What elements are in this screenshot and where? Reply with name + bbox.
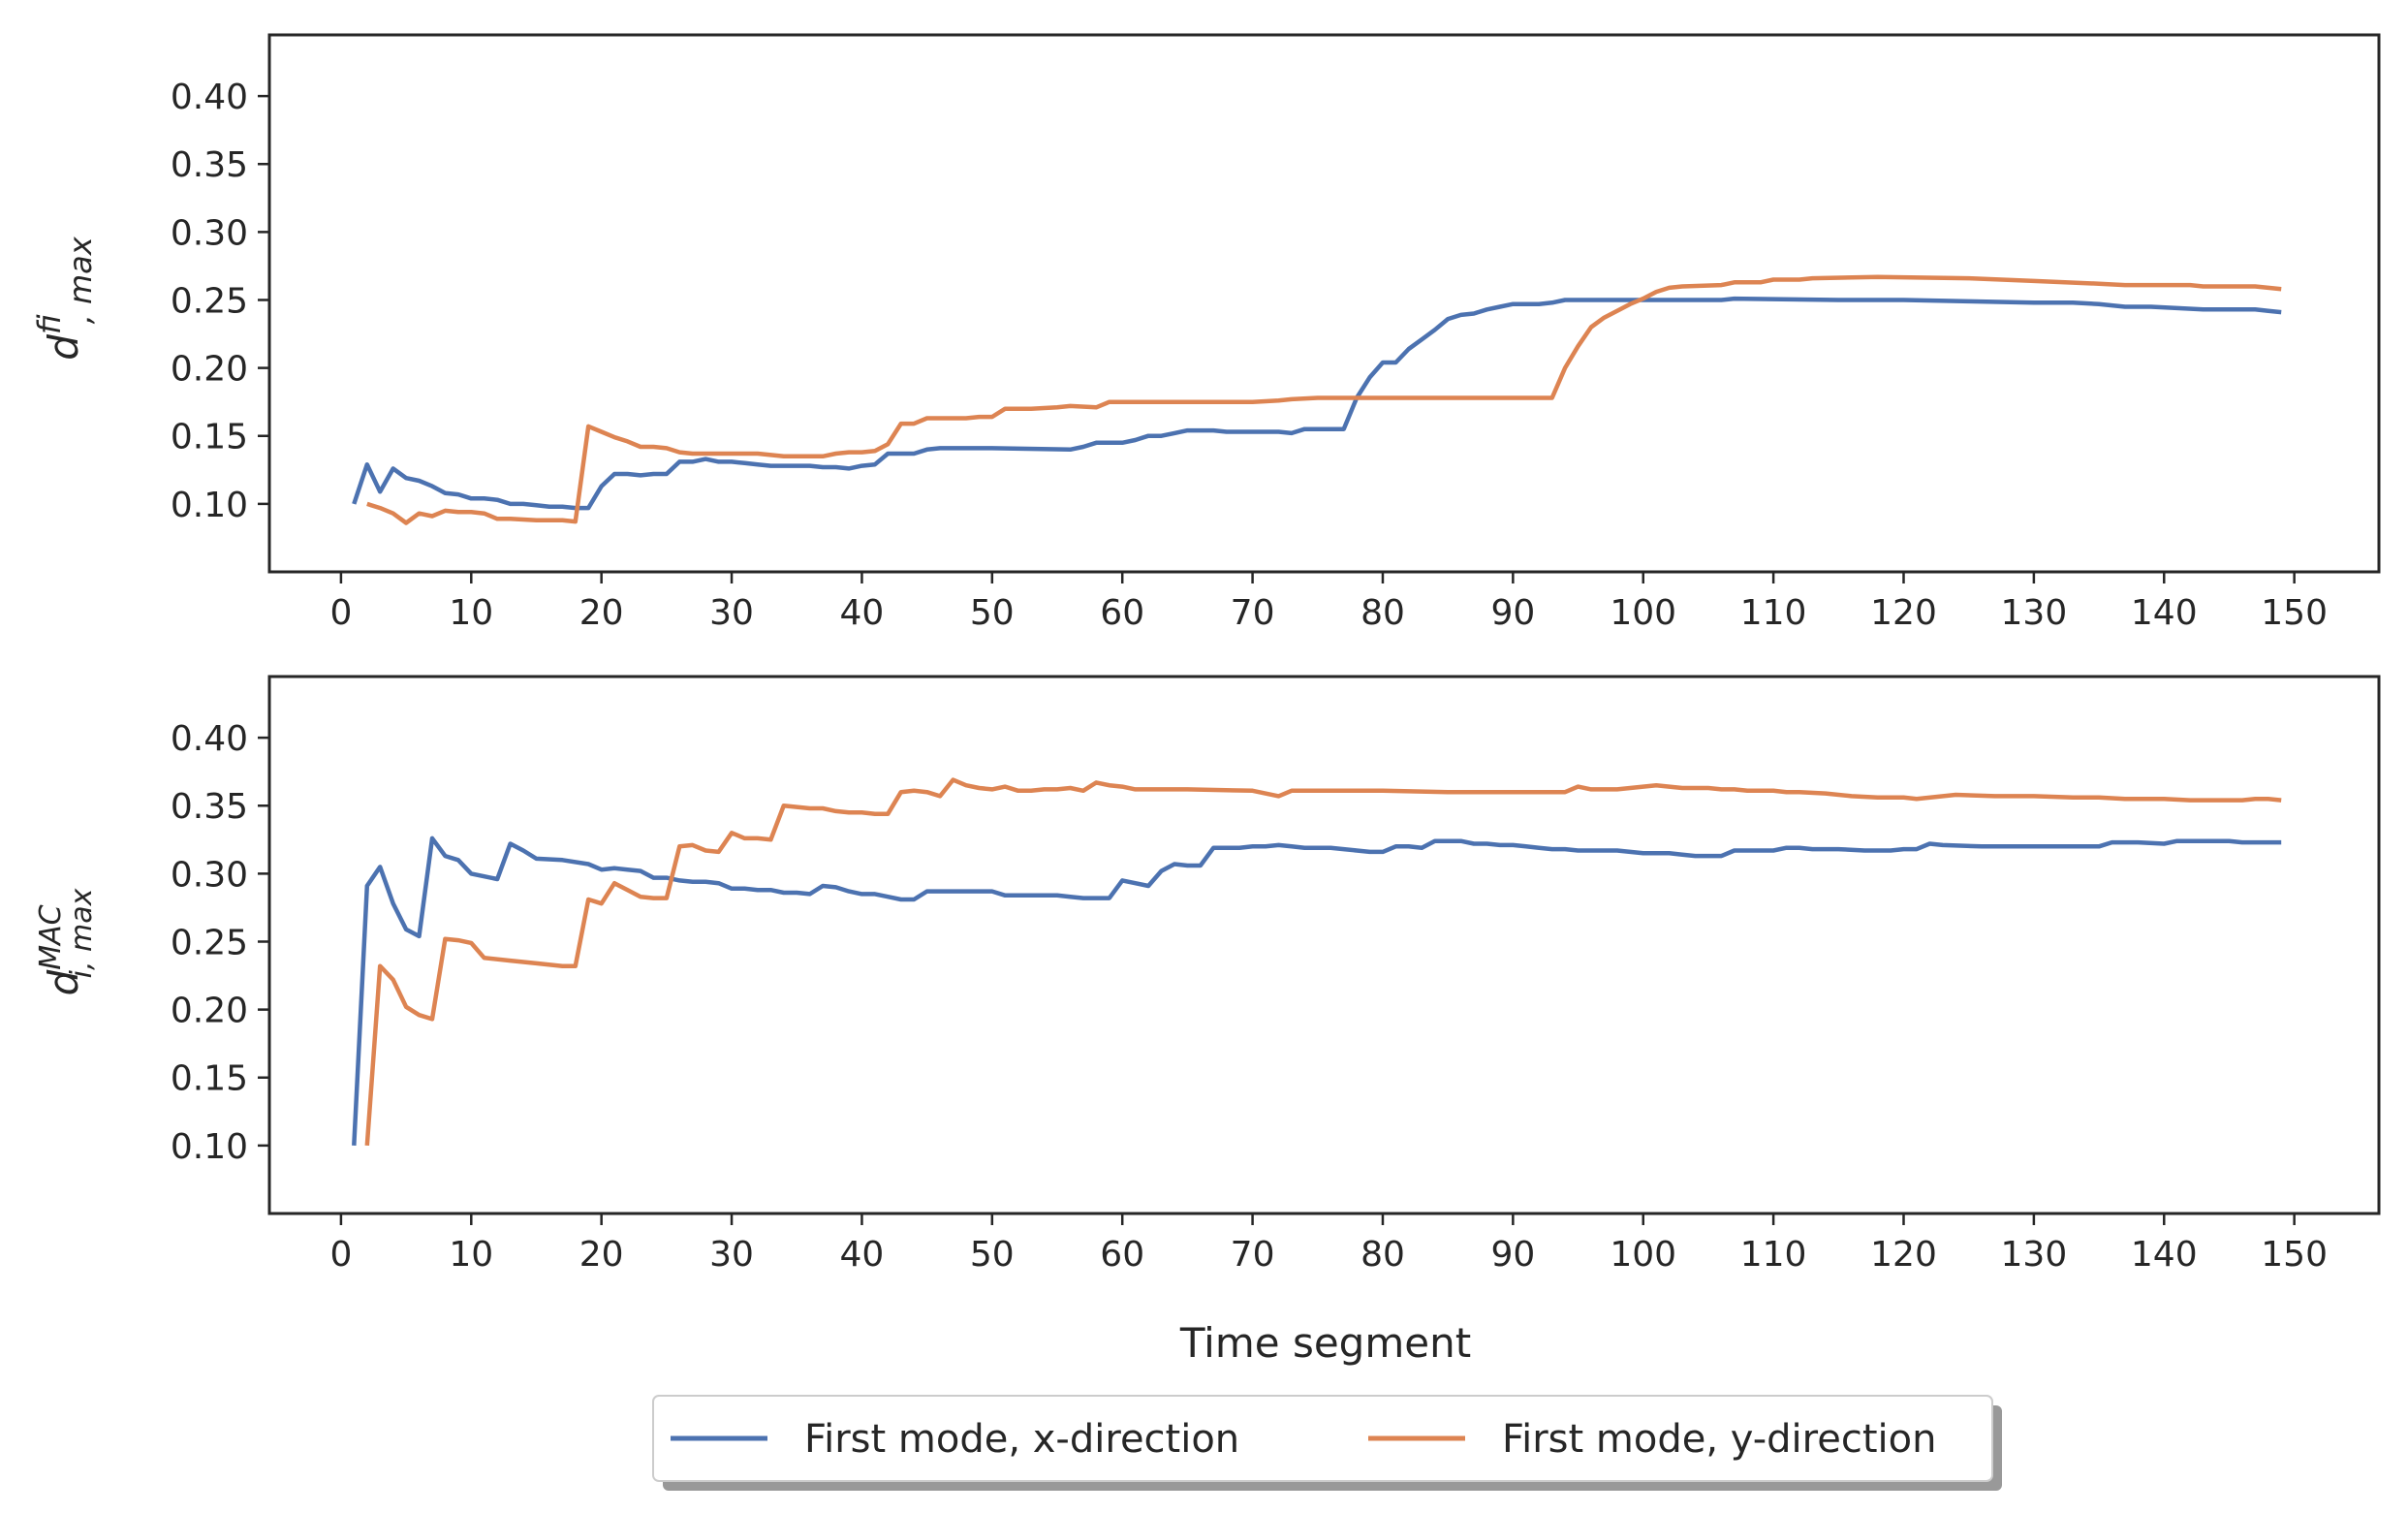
top-y-tick-label: 0.15	[171, 418, 248, 457]
top-y-tick-label: 0.35	[171, 145, 248, 185]
top-x-tick-label: 90	[1490, 593, 1535, 633]
top-x-tick-label: 50	[970, 593, 1015, 633]
top-series-line-y-direction	[366, 274, 2282, 525]
bottom-panel: 0 10 20 30 40 50 60 70 80 90 100 110 120 130 140 150 0.1…	[171, 675, 2381, 1275]
top-x-tick-label: 110	[1740, 593, 1807, 633]
top-x-tick-label: 40	[840, 593, 885, 633]
top-y-tick-label: 0.20	[171, 350, 248, 390]
bottom-x-tick-label: 140	[2131, 1235, 2198, 1275]
bottom-x-tick-label: 130	[2001, 1235, 2068, 1275]
top-x-tick-label: 100	[1610, 593, 1676, 633]
top-x-tick-label: 150	[2261, 593, 2328, 633]
bottom-x-tick-label: 20	[579, 1235, 624, 1275]
bottom-y-tick-label: 0.30	[171, 855, 248, 895]
bottom-x-tick-label: 120	[1870, 1235, 1937, 1275]
bottom-axes-frame	[267, 675, 2381, 1215]
top-x-tick-label: 10	[449, 593, 493, 633]
bottom-x-tick-label: 110	[1740, 1235, 1807, 1275]
svg-text:dMACi, max: dMACi, max	[34, 888, 99, 995]
top-x-tick-label: 20	[579, 593, 624, 633]
legend: First mode, x-direction First mode, y-di…	[652, 1395, 2002, 1491]
legend-label-y: First mode, y-direction	[1502, 1417, 1936, 1462]
bottom-x-tick-label: 60	[1100, 1235, 1144, 1275]
bottom-y-tick-label: 0.25	[171, 923, 248, 962]
bottom-x-tick-label: 80	[1360, 1235, 1405, 1275]
top-y-tick-label: 0.30	[171, 213, 248, 253]
top-y-tick-label: 0.25	[171, 281, 248, 321]
bottom-y-tick-label: 0.20	[171, 992, 248, 1031]
legend-frame	[652, 1395, 1993, 1482]
bottom-x-tick-label: 70	[1231, 1235, 1275, 1275]
bottom-y-tick-label: 0.10	[171, 1127, 248, 1167]
bottom-series-line-x-direction	[352, 835, 2282, 1147]
bottom-x-tick-label: 50	[970, 1235, 1015, 1275]
bottom-x-tick-label: 150	[2261, 1235, 2328, 1275]
bottom-x-tick-label: 0	[329, 1235, 352, 1275]
top-axes-frame	[267, 33, 2381, 574]
bottom-x-tick-label: 100	[1610, 1235, 1676, 1275]
bottom-y-tick-label: 0.40	[171, 719, 248, 759]
bottom-x-tick-label: 90	[1490, 1235, 1535, 1275]
x-axis-label: Time segment	[1179, 1319, 1471, 1367]
top-x-tick-label: 120	[1870, 593, 1937, 633]
top-x-tick-label: 60	[1100, 593, 1144, 633]
top-series-line-x-direction	[352, 296, 2282, 511]
bottom-x-tick-label: 30	[709, 1235, 754, 1275]
top-x-tick-label: 80	[1360, 593, 1405, 633]
top-y-tick-label: 0.40	[171, 78, 248, 117]
legend-label-x: First mode, x-direction	[804, 1417, 1239, 1462]
bottom-x-tick-label: 40	[840, 1235, 885, 1275]
top-x-tick-label: 0	[329, 593, 352, 633]
bottom-y-tick-label: 0.35	[171, 787, 248, 827]
bottom-series-line-y-direction	[364, 777, 2282, 1147]
top-panel: 0 10 20 30 40 50 60 70 80 90 100 110 120 130 140 150 0.1…	[171, 33, 2381, 633]
top-x-tick-label: 130	[2001, 593, 2068, 633]
bottom-y-axis-label: dMACi, max	[34, 888, 99, 995]
top-x-tick-label: 140	[2131, 593, 2198, 633]
top-x-tick-label: 70	[1231, 593, 1275, 633]
bottom-y-tick-label: 0.15	[171, 1059, 248, 1099]
top-y-tick-label: 0.10	[171, 486, 248, 525]
top-x-tick-label: 30	[709, 593, 754, 633]
bottom-x-tick-label: 10	[449, 1235, 493, 1275]
